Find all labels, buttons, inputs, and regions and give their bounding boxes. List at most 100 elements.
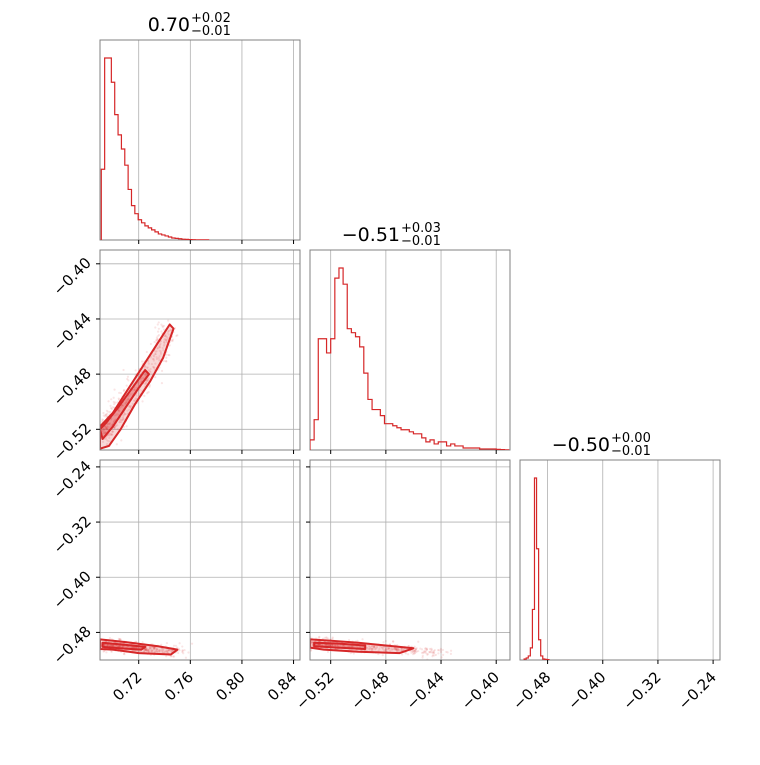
scatter-p0-p1-scatter-point [104, 413, 107, 416]
scatter-p0-p2-scatter-point [112, 644, 115, 647]
scatter-p0-p2-scatter-point [109, 644, 112, 647]
scatter-p1-p2-scatter-point [440, 656, 443, 659]
scatter-p1-p2-xtick-label-2: −0.44 [403, 668, 448, 713]
scatter-p0-p2-scatter-point [143, 648, 147, 651]
scatter-p1-p2-scatter-point [325, 643, 328, 646]
scatter-p0-p1-scatter-point [157, 327, 160, 330]
scatter-p0-p1-scatter-point [113, 402, 116, 406]
hist-p2-xtick-label-2: −0.32 [620, 668, 665, 713]
scatter-p0-p1-scatter-point [111, 430, 115, 433]
scatter-p1-p2-scatter-point [389, 649, 392, 652]
scatter-p0-p1-scatter-point [145, 381, 148, 385]
scatter-p0-p2-scatter-point [158, 649, 161, 653]
scatter-p0-p1-scatter-point [165, 360, 168, 363]
scatter-p0-p2-scatter-point [90, 643, 92, 645]
hist-p2-xtick-label-1: −0.40 [564, 668, 609, 713]
scatter-p1-p2-scatter-point [305, 644, 307, 646]
scatter-p0-p1-scatter-point [108, 423, 111, 426]
scatter-p0-p1-scatter-point [104, 413, 108, 416]
scatter-p1-p2-scatter-point [325, 637, 328, 640]
scatter-p0-p2-scatter-point [151, 649, 154, 653]
scatter-p0-p2-scatter-point [134, 640, 138, 643]
scatter-p0-p1-scatter-point [113, 418, 116, 422]
scatter-p0-p1-scatter-point [118, 391, 121, 395]
scatter-p0-p1-scatter-point [124, 413, 127, 416]
scatter-p0-p1-scatter-point [120, 405, 123, 409]
scatter-p0-p2-scatter-point [119, 638, 123, 641]
scatter-p0-p1-scatter-point [110, 433, 114, 436]
scatter-p0-p1-scatter-point [103, 429, 106, 432]
scatter-p0-p1-scatter-point [131, 402, 134, 405]
scatter-p0-p2-scatter-point [167, 648, 171, 651]
scatter-p0-p1-scatter-point [112, 400, 115, 404]
scatter-p0-p2-scatter-point [150, 649, 153, 652]
scatter-p1-p2-scatter-point [431, 654, 435, 657]
scatter-p1-p2-scatter-point [441, 648, 445, 652]
scatter-p0-p1-scatter-point [167, 353, 170, 357]
scatter-p0-p2-scatter-point [142, 650, 146, 653]
scatter-p0-p2-scatter-point [144, 648, 148, 651]
scatter-p0-p1-scatter-point [121, 417, 125, 420]
scatter-p0-p1-scatter-point [141, 400, 144, 403]
scatter-p0-p1-scatter-point [152, 366, 155, 369]
scatter-p0-p1-scatter-point [129, 406, 132, 409]
scatter-p0-p1-scatter-point [97, 432, 99, 434]
scatter-p1-p2-scatter-point [334, 644, 337, 647]
scatter-p0-p1-scatter-point [118, 409, 121, 412]
scatter-p0-p1-scatter-point [102, 411, 105, 415]
scatter-p0-p1-scatter-point [113, 426, 116, 429]
scatter-p1-p2-scatter-point [305, 640, 307, 642]
scatter-p0-p2-scatter-point [126, 645, 129, 649]
scatter-p1-p2-scatter-point [320, 643, 323, 646]
scatter-p1-p2-plot-area [305, 635, 453, 660]
scatter-p0-p1-scatter-point [127, 408, 131, 411]
scatter-p1-p2-scatter-point [420, 651, 424, 654]
scatter-p1-p2-scatter-point [446, 651, 449, 654]
scatter-p0-p1-plot-area [94, 319, 179, 450]
scatter-p0-p1-panel: −0.40 −0.44 −0.48 −0.52 [50, 249, 301, 465]
scatter-p0-p2-scatter-point [183, 648, 186, 652]
scatter-p0-p1-scatter-point [161, 324, 164, 328]
scatter-p0-p1-scatter-point [103, 430, 106, 433]
scatter-p0-p2-scatter-point [147, 649, 150, 652]
scatter-p0-p1-scatter-point [140, 360, 144, 363]
scatter-p0-p1-scatter-point [143, 382, 146, 385]
scatter-p0-p1-scatter-point [128, 394, 131, 397]
scatter-p0-p1-scatter-point [134, 397, 137, 400]
scatter-p0-p1-scatter-point [118, 398, 121, 401]
scatter-p0-p1-scatter-point [114, 425, 117, 428]
scatter-p0-p2-scatter-point [167, 649, 171, 652]
scatter-p1-p2-scatter-point [387, 648, 390, 651]
scatter-p0-p1-scatter-point [163, 328, 166, 331]
scatter-p1-p2-scatter-point [348, 645, 351, 648]
scatter-p0-p1-scatter-point [94, 429, 96, 431]
scatter-p0-p1-scatter-point [109, 404, 112, 407]
scatter-p0-p1-scatter-point [109, 432, 113, 435]
scatter-p0-p2-scatter-point [95, 647, 97, 649]
scatter-p0-p1-scatter-point [126, 399, 129, 402]
scatter-p1-p2-scatter-point [421, 654, 424, 657]
scatter-p1-p2-scatter-point [307, 639, 309, 641]
scatter-p0-p1-scatter-point [158, 345, 161, 348]
hist-p2-title-plus: +0.00 [611, 431, 651, 446]
scatter-p0-p2-scatter-point [103, 649, 106, 653]
scatter-p1-p2-scatter-point [380, 645, 383, 648]
scatter-p0-p2-scatter-point [177, 651, 180, 655]
scatter-p0-p1-scatter-point [113, 388, 116, 391]
scatter-p1-p2-scatter-point [414, 647, 418, 651]
scatter-p0-p1-scatter-point [164, 337, 167, 341]
scatter-p1-p2-scatter-point [389, 647, 392, 650]
scatter-p0-p1-scatter-point [163, 338, 166, 341]
scatter-p0-p2-scatter-point [158, 650, 161, 654]
scatter-p0-p1-ytick-label-0: −0.40 [50, 254, 95, 299]
scatter-p0-p1-scatter-point [126, 375, 130, 378]
scatter-p0-p2-scatter-point [110, 644, 113, 647]
scatter-p0-p1-scatter-point [149, 368, 152, 371]
scatter-p1-p2-scatter-point [426, 652, 429, 656]
scatter-p1-p2-scatter-point [374, 648, 377, 651]
scatter-p0-p1-scatter-point [97, 430, 99, 432]
scatter-p0-p1-scatter-point [101, 418, 104, 421]
scatter-p0-p1-scatter-point [108, 436, 111, 440]
scatter-p0-p1-scatter-point [141, 377, 144, 380]
scatter-p0-p1-scatter-point [124, 401, 128, 404]
